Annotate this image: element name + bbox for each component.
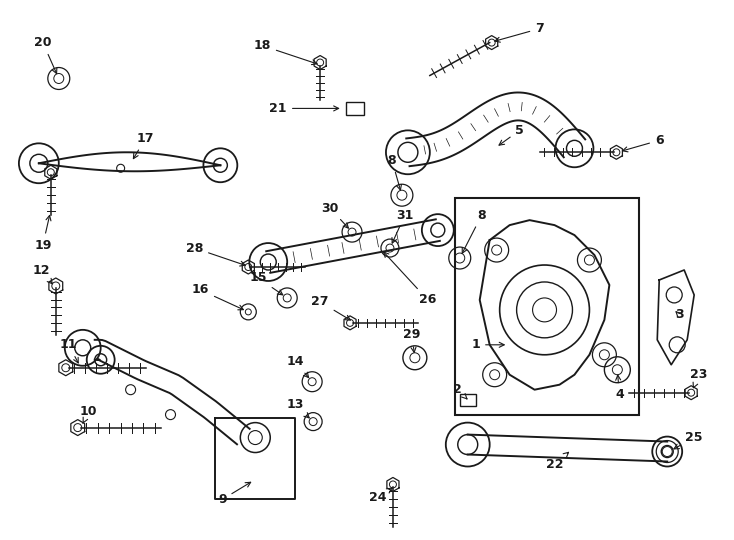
Text: 6: 6	[622, 134, 664, 152]
Text: 28: 28	[186, 241, 245, 266]
Text: 27: 27	[311, 295, 350, 320]
Bar	[459, 394, 476, 406]
Text: 15: 15	[250, 272, 283, 295]
Text: 1: 1	[471, 338, 504, 352]
Text: 8: 8	[388, 154, 401, 190]
Text: 16: 16	[192, 284, 244, 310]
Text: 12: 12	[32, 264, 52, 284]
Text: 8: 8	[462, 208, 486, 253]
Text: 31: 31	[392, 208, 413, 243]
Text: 9: 9	[218, 482, 251, 506]
Text: 5: 5	[499, 124, 524, 145]
Text: 29: 29	[403, 328, 421, 353]
Text: 10: 10	[80, 405, 98, 423]
Text: 7: 7	[495, 22, 544, 42]
Text: 18: 18	[253, 39, 317, 65]
Text: 22: 22	[546, 453, 569, 471]
Text: 13: 13	[286, 398, 309, 418]
Text: 25: 25	[674, 431, 703, 449]
Text: 20: 20	[34, 36, 57, 73]
Text: 2: 2	[454, 383, 467, 399]
Text: 24: 24	[369, 488, 392, 504]
Text: 23: 23	[691, 368, 708, 388]
Text: 21: 21	[269, 102, 338, 115]
Text: 14: 14	[286, 355, 308, 377]
Text: 26: 26	[384, 252, 437, 306]
Text: 17: 17	[134, 132, 154, 159]
Text: 30: 30	[321, 201, 349, 228]
Text: 3: 3	[675, 308, 683, 321]
Text: 19: 19	[34, 215, 51, 252]
Bar	[346, 102, 364, 115]
Text: 4: 4	[615, 375, 624, 401]
Text: 11: 11	[60, 338, 79, 363]
Bar	[455, 198, 639, 415]
